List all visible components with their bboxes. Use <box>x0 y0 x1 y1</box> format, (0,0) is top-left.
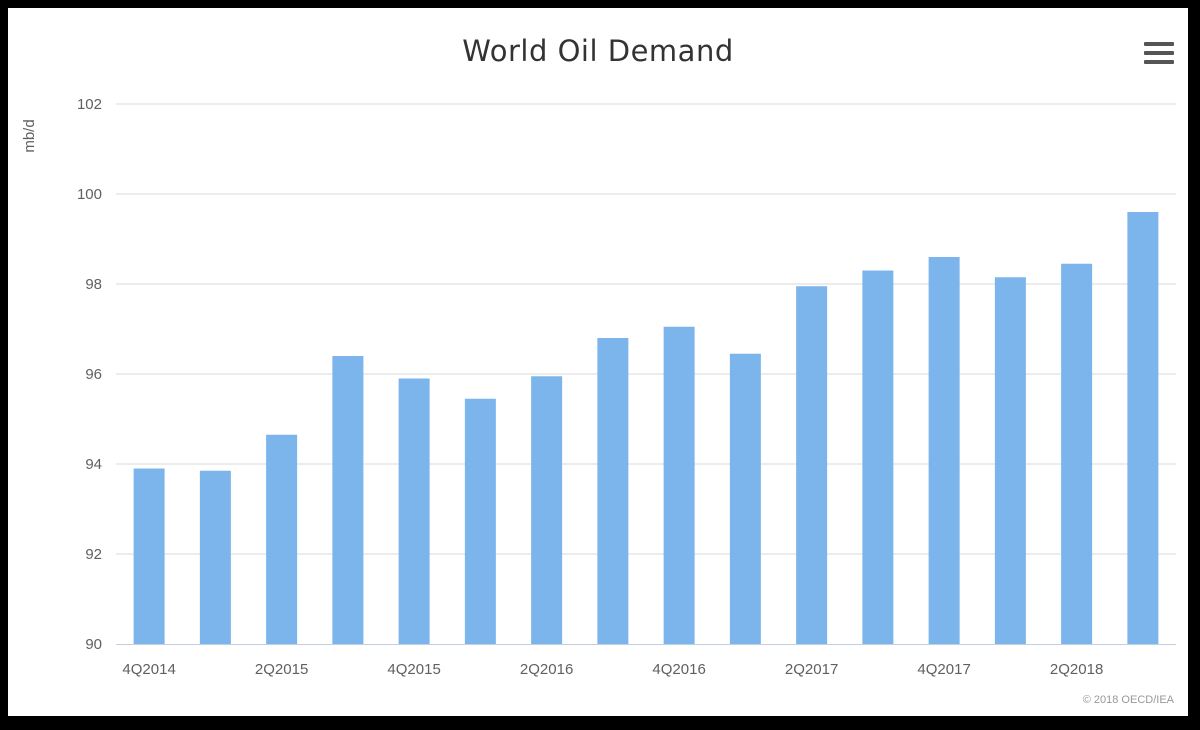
hamburger-menu-icon[interactable] <box>1144 42 1174 64</box>
bar <box>796 286 828 644</box>
x-tick-label: 2Q2018 <box>1050 661 1103 678</box>
x-tick-label: 2Q2017 <box>785 661 838 678</box>
chart-plot-area: 90 92 94 96 98 100 102 mb/d 4Q2014 2Q2015 4Q2015 2Q… <box>21 96 1176 678</box>
y-tick-label: 100 <box>77 186 102 203</box>
bar <box>332 356 364 644</box>
bar <box>133 468 165 644</box>
y-tick-label: 102 <box>77 96 102 113</box>
bar <box>1061 263 1093 644</box>
bar <box>729 353 761 644</box>
bar <box>398 378 430 644</box>
y-axis-label: mb/d <box>21 119 38 152</box>
x-tick-label: 2Q2016 <box>520 661 573 678</box>
x-tick-label: 4Q2017 <box>917 661 970 678</box>
y-tick-label: 96 <box>85 366 102 383</box>
credits-text: © 2018 OECD/IEA <box>1082 694 1174 706</box>
bar <box>597 338 629 644</box>
chart-frame: World Oil Demand 90 92 94 96 98 100 102 mb/d 4Q2… <box>8 8 1188 716</box>
x-tick-label: 4Q2016 <box>652 661 705 678</box>
x-tick-label: 2Q2015 <box>255 661 308 678</box>
bar <box>531 376 563 644</box>
bar <box>464 398 496 644</box>
bar <box>1127 212 1159 644</box>
bar <box>994 277 1026 644</box>
bar <box>862 270 894 644</box>
chart-title: World Oil Demand <box>462 34 734 68</box>
y-tick-label: 92 <box>85 546 102 563</box>
bar <box>266 434 298 644</box>
bar <box>663 326 695 644</box>
bar <box>928 257 960 644</box>
bar <box>199 470 231 644</box>
x-tick-label: 4Q2015 <box>387 661 440 678</box>
y-tick-label: 90 <box>85 636 102 653</box>
y-tick-label: 94 <box>85 456 102 473</box>
y-tick-label: 98 <box>85 276 102 293</box>
x-tick-label: 4Q2014 <box>122 661 175 678</box>
